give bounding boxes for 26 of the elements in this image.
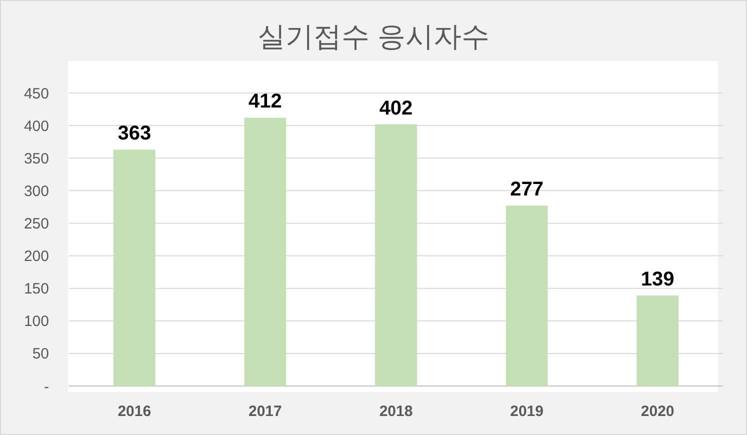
data-label: 402 — [379, 97, 413, 120]
x-tick-label: 2018 — [379, 403, 413, 420]
y-tick-label: 150 — [24, 280, 49, 298]
bar — [375, 124, 417, 386]
data-label: 363 — [118, 122, 152, 145]
x-tick-label: 2017 — [248, 403, 282, 420]
data-label: 277 — [510, 178, 544, 201]
x-tick-label: 2016 — [118, 403, 152, 420]
chart-title: 실기접수 응시자수 — [258, 21, 490, 52]
y-tick-label: 350 — [24, 150, 49, 168]
y-tick-label: 300 — [24, 182, 49, 200]
bar — [636, 295, 679, 386]
bar — [244, 118, 286, 386]
y-tick-label: 400 — [24, 118, 49, 135]
bar — [506, 206, 548, 386]
data-label: 139 — [640, 268, 674, 290]
y-tick-label: 100 — [24, 313, 49, 330]
x-tick-label: 2019 — [510, 403, 544, 420]
y-tick-label: 50 — [32, 346, 49, 363]
bar — [113, 150, 156, 386]
y-tick-label: - — [44, 378, 49, 396]
x-tick-label: 2020 — [640, 403, 674, 420]
data-label: 412 — [248, 90, 282, 113]
y-tick-label: 450 — [24, 85, 49, 102]
y-tick-label: 250 — [24, 215, 49, 232]
y-tick-label: 200 — [24, 248, 49, 266]
